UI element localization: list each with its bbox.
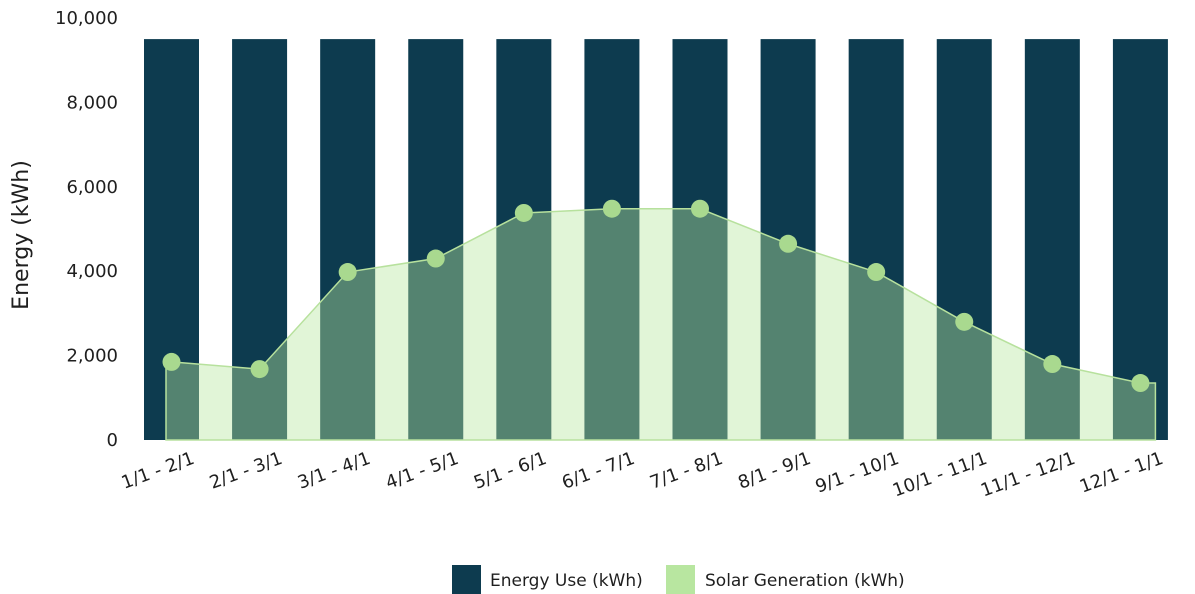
solar-generation-point-8 [779, 234, 798, 253]
energy-use-bar-5 [496, 39, 552, 440]
solar-generation-points [162, 199, 1150, 393]
y-axis-title: Energy (kWh) [9, 160, 34, 310]
solar-generation-point-3 [338, 263, 357, 282]
energy-use-bars [144, 39, 1168, 440]
y-tick-label-5: 10,000 [55, 8, 118, 29]
energy-use-bar-3 [320, 39, 376, 440]
energy-use-bar-12 [1112, 39, 1168, 440]
energy-use-bar-1 [144, 39, 199, 440]
y-tick-label-3: 6,000 [66, 177, 118, 198]
solar-generation-point-12 [1131, 374, 1150, 393]
x-tick-label-9: 9/1 - 10/1 [813, 448, 902, 498]
y-tick-label-0: 0 [107, 430, 118, 451]
legend: Energy Use (kWh) Solar Generation (kWh) [452, 565, 905, 594]
x-tick-label-3: 3/1 - 4/1 [295, 448, 373, 494]
x-tick-label-10: 10/1 - 11/1 [890, 448, 990, 502]
energy-use-bar-9 [848, 39, 904, 440]
x-tick-label-4: 4/1 - 5/1 [383, 448, 461, 494]
solar-generation-point-1 [162, 352, 181, 371]
solar-generation-point-11 [1043, 355, 1062, 374]
solar-generation-area [165, 207, 1157, 441]
energy-use-bar-11 [1024, 39, 1080, 440]
energy-use-bar-7 [672, 39, 728, 440]
x-tick-label-11: 11/1 - 12/1 [978, 448, 1078, 502]
solar-generation-point-4 [426, 249, 445, 268]
x-axis: 1/1 - 2/1 2/1 - 3/1 3/1 - 4/1 4/1 - 5/1 5/1 … [119, 448, 1166, 502]
legend-swatch-energy-use [452, 565, 481, 594]
x-tick-label-2: 2/1 - 3/1 [207, 448, 285, 494]
energy-use-bar-10 [936, 39, 992, 440]
legend-label-solar-generation: Solar Generation (kWh) [705, 571, 905, 591]
legend-swatch-solar-generation [666, 565, 695, 594]
x-tick-label-6: 6/1 - 7/1 [559, 448, 637, 494]
energy-use-bar-4 [408, 39, 464, 440]
solar-generation-point-6 [602, 199, 621, 218]
x-tick-label-12: 12/1 - 1/1 [1077, 448, 1166, 498]
solar-generation-fill [165, 207, 1157, 441]
x-tick-label-8: 8/1 - 9/1 [735, 448, 813, 494]
y-tick-label-4: 8,000 [66, 92, 118, 113]
x-tick-label-1: 1/1 - 2/1 [119, 448, 197, 494]
x-tick-label-5: 5/1 - 6/1 [471, 448, 549, 494]
energy-use-bar-6 [584, 39, 640, 440]
solar-generation-point-5 [514, 203, 533, 222]
solar-generation-point-7 [691, 199, 709, 218]
y-tick-label-1: 2,000 [66, 346, 118, 367]
solar-generation-point-10 [955, 312, 974, 331]
y-axis: 0 2,000 4,000 6,000 8,000 10,000 [55, 8, 118, 451]
solar-generation-point-2 [250, 360, 269, 379]
solar-generation-point-9 [867, 263, 886, 282]
y-tick-label-2: 4,000 [66, 261, 118, 282]
x-tick-label-7: 7/1 - 8/1 [647, 448, 725, 494]
legend-label-energy-use: Energy Use (kWh) [490, 571, 643, 591]
